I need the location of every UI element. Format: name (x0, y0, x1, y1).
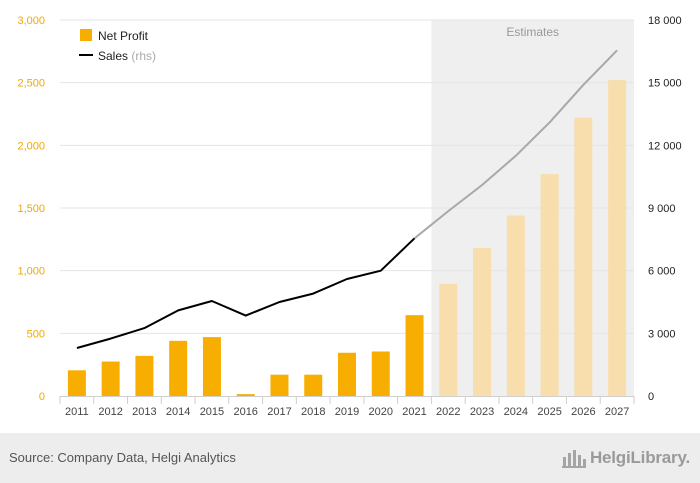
chart-svg: Estimates 0 500 1,000 1,500 2,000 2,500 3,000 0 3… (17, 15, 682, 418)
x-axis-tick-label: 2018 (301, 406, 325, 418)
right-axis-tick-label: 3 000 (648, 328, 676, 340)
library-icon (561, 448, 586, 468)
x-axis-tick-label: 2012 (98, 406, 122, 418)
right-axis-tick-label: 0 (648, 391, 654, 403)
x-axis-tick-label: 2020 (369, 406, 393, 418)
sales-line-actual (76, 237, 416, 349)
bar-net-profit (304, 374, 323, 396)
brand-name: HelgiLibrary. (589, 448, 690, 467)
bar-net-profit (405, 315, 424, 396)
x-axis-tick-label: 2022 (436, 406, 460, 418)
bar-net-profit (574, 117, 593, 396)
bar-net-profit (506, 215, 525, 396)
bar-net-profit (67, 370, 86, 396)
x-axis-tick-label: 2025 (537, 406, 561, 418)
x-axis-tick-label: 2026 (571, 406, 595, 418)
left-axis-tick-label: 2,500 (17, 78, 45, 90)
estimates-label: Estimates (506, 25, 559, 39)
x-axis-tick-label: 2024 (504, 406, 528, 418)
bar-net-profit (236, 394, 255, 396)
bar-net-profit (135, 355, 154, 396)
left-axis-tick-label: 1,000 (17, 266, 45, 278)
bar-net-profit (439, 283, 458, 396)
x-axis-tick-label: 2015 (200, 406, 224, 418)
bar-net-profit (371, 351, 390, 396)
bar-net-profit (608, 80, 627, 396)
bar-net-profit (540, 174, 559, 396)
legend-swatch-net-profit (80, 29, 92, 41)
bar-net-profit (169, 340, 188, 396)
left-axis-tick-label: 0 (39, 391, 45, 403)
right-axis-tick-label: 18 000 (648, 15, 682, 27)
bar-net-profit (202, 337, 221, 396)
legend-label-sales: Sales (rhs) (98, 49, 156, 63)
right-axis-tick-label: 15 000 (648, 78, 682, 90)
left-axis-tick-label: 2,000 (17, 140, 45, 152)
x-axis-tick-label: 2016 (233, 406, 257, 418)
legend-label-sales-rhs: (rhs) (131, 49, 156, 63)
left-axis-tick-label: 1,500 (17, 203, 45, 215)
x-axis-tick-label: 2027 (605, 406, 629, 418)
bar-net-profit (338, 352, 356, 396)
bar-net-profit (270, 374, 289, 396)
x-axis-tick-label: 2021 (402, 406, 426, 418)
left-axis-tick-label: 3,000 (17, 15, 45, 27)
source-note: Source: Company Data, Helgi Analytics (9, 450, 236, 465)
left-axis-tick-label: 500 (27, 328, 45, 340)
footer-bar (0, 433, 700, 483)
sales-line-estimate (413, 49, 618, 240)
legend-label-net-profit: Net Profit (98, 29, 149, 43)
x-axis-tick-label: 2023 (470, 406, 494, 418)
right-axis-tick-label: 9 000 (648, 203, 676, 215)
bar-net-profit (473, 248, 492, 396)
right-axis-tick-label: 12 000 (648, 140, 682, 152)
right-axis-tick-label: 6 000 (648, 266, 676, 278)
x-axis-tick-label: 2017 (267, 406, 291, 418)
x-axis-tick-label: 2019 (335, 406, 359, 418)
brand-logo: HelgiLibrary. (561, 446, 690, 470)
bar-net-profit (101, 361, 120, 396)
x-axis-tick-label: 2014 (166, 406, 190, 418)
x-axis-tick-label: 2013 (132, 406, 156, 418)
x-axis-tick-label: 2011 (65, 406, 89, 418)
